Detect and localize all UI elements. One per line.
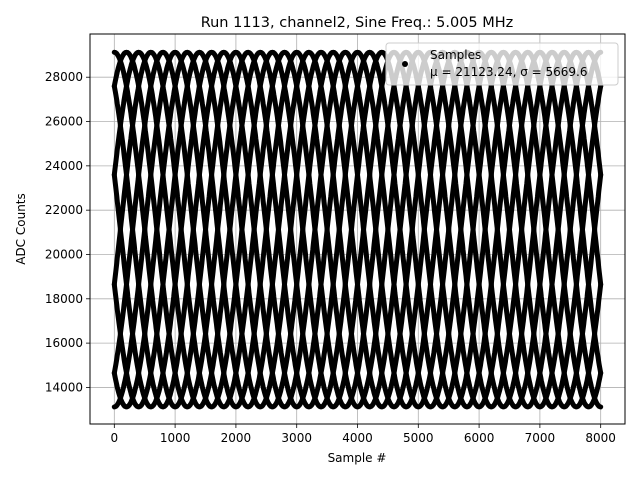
sample-trace xyxy=(111,49,604,410)
legend-marker xyxy=(402,61,408,67)
sample-trace xyxy=(111,49,604,410)
chart-title: Run 1113, channel2, Sine Freq.: 5.005 MH… xyxy=(201,15,514,31)
legend-label: Samples xyxy=(430,48,481,62)
x-tick-label: 4000 xyxy=(342,431,373,445)
legend: Samples μ = 21123.24, σ = 5669.6 xyxy=(385,42,619,86)
y-tick-label: 20000 xyxy=(45,247,83,261)
x-tick-label: 0 xyxy=(110,431,118,445)
y-tick-label: 18000 xyxy=(45,292,83,306)
x-tick-label: 8000 xyxy=(585,431,616,445)
x-tick-label: 5000 xyxy=(403,431,434,445)
legend-stats: μ = 21123.24, σ = 5669.6 xyxy=(430,65,587,79)
x-axis-label: Sample # xyxy=(328,451,387,465)
y-axis-ticks: 14000 16000 18000 20000 22000 24000 26000 28000 xyxy=(45,70,90,394)
x-tick-label: 2000 xyxy=(221,431,252,445)
y-tick-label: 28000 xyxy=(45,70,83,84)
y-tick-label: 24000 xyxy=(45,159,83,173)
y-tick-label: 26000 xyxy=(45,115,83,129)
y-axis-label: ADC Counts xyxy=(14,193,28,265)
y-tick-label: 22000 xyxy=(45,203,83,217)
y-tick-label: 14000 xyxy=(45,380,83,394)
x-tick-label: 7000 xyxy=(525,431,556,445)
x-tick-label: 1000 xyxy=(160,431,191,445)
sample-trace xyxy=(111,49,604,410)
x-tick-label: 3000 xyxy=(281,431,312,445)
sample-trace xyxy=(111,49,604,410)
legend-box xyxy=(385,42,619,86)
x-tick-label: 6000 xyxy=(464,431,495,445)
data-series xyxy=(111,49,604,410)
y-tick-label: 16000 xyxy=(45,336,83,350)
x-axis-ticks: 0 1000 2000 3000 4000 5000 6000 7000 8000 xyxy=(110,424,616,445)
